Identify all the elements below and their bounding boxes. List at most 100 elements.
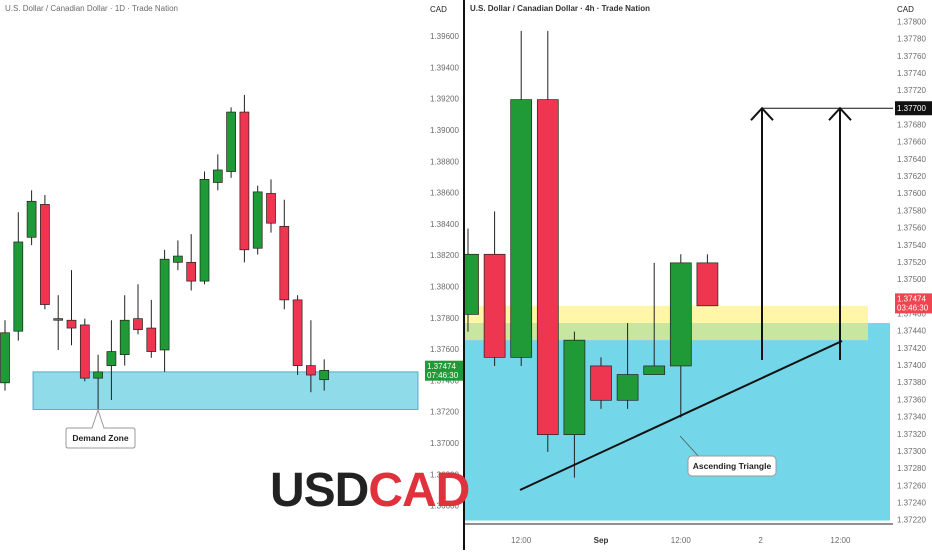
price-box xyxy=(895,293,932,314)
candle-body xyxy=(199,179,210,282)
y-tick-label: 1.38800 xyxy=(430,157,459,166)
candle-body xyxy=(146,327,157,352)
candle-body xyxy=(292,299,303,366)
y-tick-label: 1.37560 xyxy=(897,224,926,233)
chart-title: U.S. Dollar / Canadian Dollar · 1D · Tra… xyxy=(5,4,178,13)
y-tick-label: 1.39400 xyxy=(430,63,459,72)
triangle-line xyxy=(519,340,843,491)
currency: CAD xyxy=(897,5,914,14)
x-tick-label: 12:00 xyxy=(830,536,851,545)
candle-body xyxy=(239,111,250,251)
candle-body xyxy=(536,99,559,436)
y-tick-label: 1.37500 xyxy=(897,275,926,284)
candle-body xyxy=(159,258,170,351)
y-tick-label: 1.37440 xyxy=(897,327,926,336)
pattern-label: Ascending Triangle xyxy=(693,461,772,471)
candle-body xyxy=(252,191,263,249)
candle-body xyxy=(226,111,236,172)
y-tick-label: 1.37580 xyxy=(897,206,926,215)
candle-body xyxy=(26,200,37,238)
y-tick-label: 1.37200 xyxy=(430,408,459,417)
y-tick-label: 1.38000 xyxy=(430,282,459,291)
y-tick-label: 1.37280 xyxy=(897,464,926,473)
arrow-head xyxy=(828,106,852,121)
y-tick-label: 1.37600 xyxy=(897,189,926,198)
target-box xyxy=(895,101,932,116)
candle-body xyxy=(465,253,479,315)
chart-title: U.S. Dollar / Canadian Dollar · 4h · Tra… xyxy=(470,4,650,13)
y-tick-label: 1.37740 xyxy=(897,69,926,78)
y-tick-label: 1.37620 xyxy=(897,172,926,181)
y-tick-label: 1.37380 xyxy=(897,378,926,387)
candle-body xyxy=(40,204,50,305)
logo: USDCAD xyxy=(270,464,469,517)
y-tick-label: 1.38400 xyxy=(430,220,459,229)
candle-body xyxy=(53,318,64,321)
y-tick-label: 1.37260 xyxy=(897,481,926,490)
y-tick-label: 1.39000 xyxy=(430,126,459,135)
arrow-head xyxy=(750,106,774,121)
candle-body xyxy=(319,369,330,381)
candle-body xyxy=(510,99,533,358)
callout xyxy=(65,408,136,449)
candle-body xyxy=(643,365,666,375)
candle-body xyxy=(93,371,103,379)
y-tick-label: 1.37680 xyxy=(897,121,926,130)
countdown: 07:46:30 xyxy=(427,371,459,380)
y-tick-label: 1.37300 xyxy=(897,447,926,456)
y-tick-label: 1.37800 xyxy=(430,314,459,323)
y-tick-label: 1.37240 xyxy=(897,498,926,507)
price-box xyxy=(425,360,463,381)
last-price: 1.37474 xyxy=(427,362,456,371)
y-tick-label: 1.37660 xyxy=(897,138,926,147)
candle-body xyxy=(563,339,586,436)
candle-body xyxy=(616,374,639,401)
y-tick-label: 1.37340 xyxy=(897,413,926,422)
x-tick-label: 12:00 xyxy=(671,536,692,545)
y-tick-label: 1.37800 xyxy=(897,17,926,26)
y-tick-label: 1.37720 xyxy=(897,86,926,95)
candle-body xyxy=(483,253,506,358)
logo-part: USD xyxy=(270,464,368,517)
y-tick-label: 1.37600 xyxy=(430,345,459,354)
candle-body xyxy=(186,261,197,282)
countdown: 03:46:30 xyxy=(897,303,929,312)
candle-body xyxy=(133,318,143,330)
y-tick-label: 1.37640 xyxy=(897,155,926,164)
candle-body xyxy=(212,169,223,183)
candle-body xyxy=(0,332,10,384)
y-tick-label: 1.37460 xyxy=(897,310,926,319)
y-tick-label: 1.37320 xyxy=(897,430,926,439)
zone xyxy=(465,305,868,341)
candle-body xyxy=(106,351,117,366)
x-tick-label: 12:00 xyxy=(511,536,532,545)
right-plot xyxy=(465,30,890,521)
y-tick-label: 1.37420 xyxy=(897,344,926,353)
zone-label: Demand Zone xyxy=(72,433,128,443)
candle-body xyxy=(66,319,77,329)
y-tick-label: 1.38200 xyxy=(430,251,459,260)
y-tick-label: 1.37360 xyxy=(897,395,926,404)
candle-body xyxy=(266,193,276,224)
candle-body xyxy=(306,365,316,376)
left-plot xyxy=(0,94,419,410)
x-tick-label: Sep xyxy=(594,536,609,545)
y-tick-label: 1.37780 xyxy=(897,35,926,44)
callout-pointer xyxy=(679,435,701,459)
overlay: 1.39600 1.39400 1.39200 1.39000 1.38800 1.386… xyxy=(425,17,932,545)
target-label: 1.37700 xyxy=(897,104,926,113)
y-tick-label: 1.37220 xyxy=(897,516,926,525)
y-tick-label: 1.37400 xyxy=(897,361,926,370)
y-tick-label: 1.36800 xyxy=(430,470,459,479)
y-tick-label: 1.37520 xyxy=(897,258,926,267)
callout xyxy=(687,455,777,477)
y-tick-label: 1.39200 xyxy=(430,95,459,104)
divider xyxy=(463,0,465,550)
y-tick-label: 1.37540 xyxy=(897,241,926,250)
candle-body xyxy=(119,319,130,356)
x-tick-label: 2 xyxy=(758,536,763,545)
candle-body xyxy=(79,324,90,379)
candle-body xyxy=(669,262,692,367)
candle-body xyxy=(279,225,290,301)
